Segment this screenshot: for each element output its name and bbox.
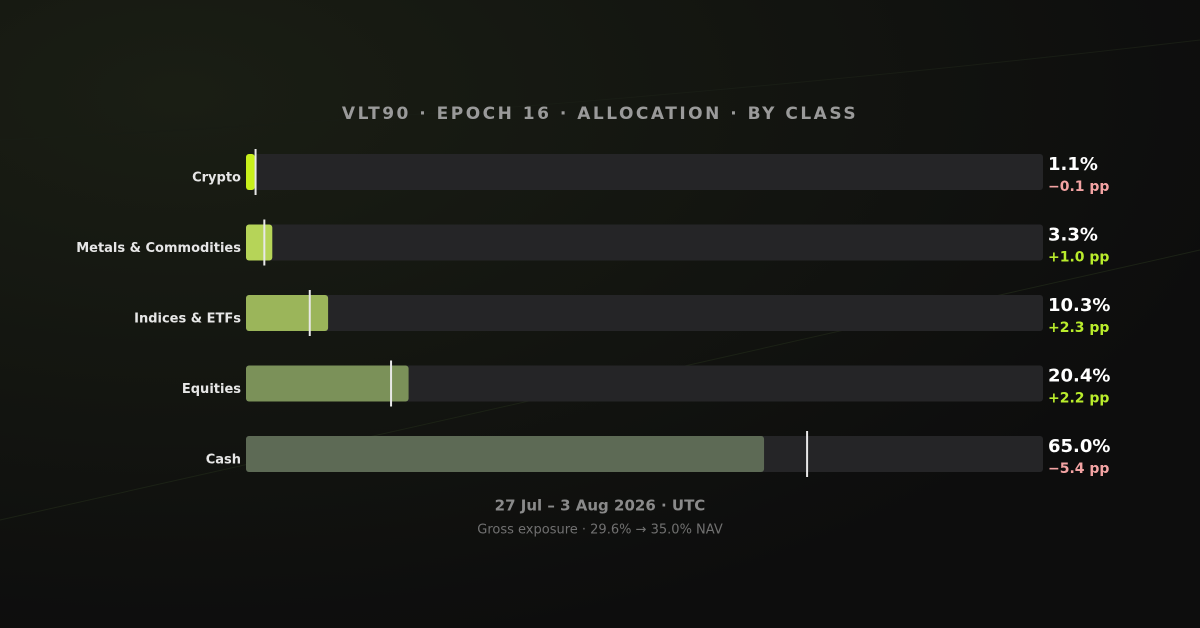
bar-track	[246, 154, 1043, 190]
decor-line	[0, 39, 1200, 141]
value-label: 20.4%	[1048, 366, 1110, 387]
bar	[246, 154, 255, 190]
change-label: +1.0 pp	[1048, 250, 1109, 266]
value-label: 1.1%	[1048, 154, 1098, 175]
bar	[246, 436, 765, 472]
subtitle: 27 Jul – 3 Aug 2026 · UTC	[495, 497, 706, 515]
category-label: Metals & Commodities	[76, 241, 241, 256]
category-label: Cash	[206, 453, 241, 468]
bar-track	[246, 224, 1043, 261]
change-label: −5.4 pp	[1048, 461, 1109, 477]
plot: Crypto 1.1% −0.1 pp Metals & Commodities 3.3…	[76, 149, 1110, 477]
bar	[246, 295, 329, 331]
change-label: −0.1 pp	[1048, 179, 1109, 195]
category-label: Indices & ETFs	[134, 312, 241, 327]
bar-track	[246, 295, 1043, 331]
chart-title: VLT90 · EPOCH 16 · ALLOCATION · BY CLASS	[342, 104, 858, 124]
category-label: Crypto	[192, 171, 241, 186]
category-label: Equities	[182, 382, 241, 397]
value-label: 3.3%	[1048, 225, 1098, 246]
change-label: +2.2 pp	[1048, 391, 1109, 407]
bar	[246, 365, 409, 402]
note: Gross exposure · 29.6% → 35.0% NAV	[477, 523, 723, 538]
change-label: +2.3 pp	[1048, 320, 1109, 336]
value-label: 65.0%	[1048, 436, 1110, 457]
value-label: 10.3%	[1048, 295, 1110, 316]
bar-track	[246, 365, 1043, 402]
bar	[246, 224, 273, 261]
